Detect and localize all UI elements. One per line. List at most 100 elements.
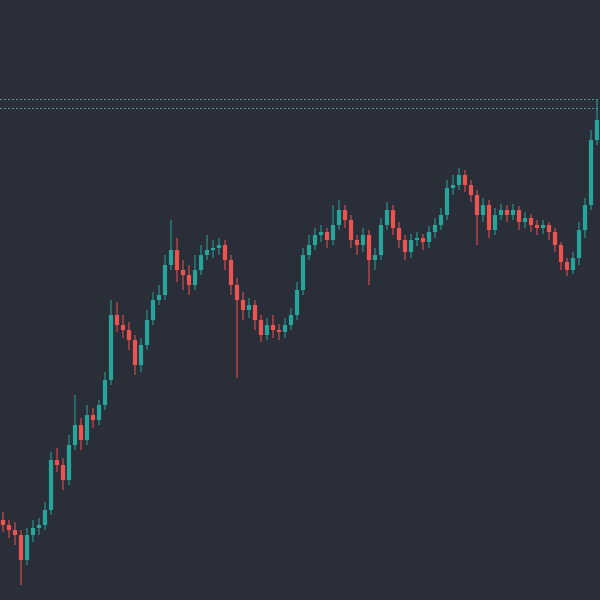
candle-body <box>282 325 288 332</box>
candle-body <box>408 240 414 252</box>
candle-body <box>336 210 342 225</box>
candle-body <box>54 460 60 465</box>
candle-body <box>528 218 534 225</box>
candle-body <box>12 530 18 535</box>
candle-body <box>234 285 240 300</box>
candle-body <box>480 205 486 215</box>
candle-body <box>384 210 390 225</box>
candle-body <box>132 340 138 365</box>
candle-body <box>444 188 450 215</box>
candle-body <box>168 250 174 265</box>
candle-body <box>516 210 522 222</box>
candle-body <box>420 238 426 242</box>
candle-body <box>264 325 270 335</box>
candle-body <box>438 215 444 225</box>
candle-body <box>342 210 348 220</box>
candle-body <box>252 305 258 320</box>
candle-body <box>348 220 354 240</box>
candle-body <box>546 225 552 232</box>
candle-body <box>84 415 90 440</box>
candle-body <box>474 195 480 215</box>
candle-body <box>174 250 180 270</box>
candle-body <box>534 225 540 228</box>
candle-body <box>288 315 294 325</box>
candle-body <box>228 260 234 285</box>
candle-body <box>240 300 246 310</box>
candle-body <box>426 232 432 242</box>
candle-body <box>396 228 402 240</box>
candle-body <box>390 210 396 228</box>
candle-body <box>312 235 318 245</box>
candle-body <box>462 175 468 185</box>
candle-body <box>324 232 330 240</box>
candle-body <box>216 245 222 248</box>
candle-body <box>180 270 186 275</box>
candle-body <box>150 300 156 320</box>
candle-body <box>126 330 132 340</box>
candle-body <box>294 290 300 315</box>
candle-body <box>186 275 192 285</box>
candle-body <box>306 245 312 255</box>
candle-body <box>42 510 48 525</box>
candle-body <box>588 140 594 205</box>
candle-body <box>330 225 336 240</box>
candle-body <box>498 210 504 215</box>
candle-body <box>468 185 474 195</box>
candle-body <box>360 235 366 245</box>
candle-body <box>372 255 378 260</box>
candle-body <box>108 315 114 380</box>
candle-body <box>120 325 126 330</box>
candle-body <box>90 415 96 420</box>
candle-body <box>162 265 168 295</box>
candle-body <box>0 520 6 525</box>
candle-body <box>576 230 582 258</box>
candle-body <box>18 535 24 560</box>
candle-body <box>246 305 252 310</box>
candle-body <box>558 245 564 262</box>
candle-body <box>510 210 516 215</box>
candle-body <box>432 225 438 232</box>
candle-body <box>318 232 324 235</box>
candle-body <box>138 345 144 365</box>
candle-body <box>30 528 36 535</box>
candle-body <box>270 325 276 330</box>
candle-body <box>6 525 12 530</box>
candle-body <box>72 425 78 445</box>
candle-body <box>366 235 372 260</box>
candle-body <box>102 380 108 405</box>
candle-body <box>204 250 210 255</box>
candle-body <box>36 525 42 528</box>
candle-body <box>378 225 384 255</box>
candle-body <box>96 405 102 420</box>
candle-body <box>78 425 84 440</box>
candle-body <box>504 210 510 215</box>
candle-body <box>300 255 306 290</box>
candle-body <box>492 215 498 230</box>
candle-body <box>522 218 528 222</box>
candle-body <box>258 320 264 335</box>
candle-body <box>456 175 462 185</box>
candle-body <box>60 465 66 480</box>
candle-body <box>210 248 216 250</box>
candle-body <box>114 315 120 325</box>
candle-body <box>582 205 588 230</box>
candle-body <box>198 255 204 270</box>
candle-body <box>354 240 360 245</box>
candle-body <box>594 120 600 140</box>
candle-body <box>564 262 570 270</box>
candle-body <box>450 185 456 188</box>
candle-body <box>222 245 228 260</box>
candle-body <box>570 258 576 270</box>
candle-body <box>48 460 54 510</box>
candle-body <box>402 240 408 252</box>
candle-body <box>192 270 198 285</box>
candle-body <box>540 225 546 228</box>
candle-body <box>66 445 72 480</box>
candle-body <box>24 535 30 560</box>
candle-body <box>414 238 420 240</box>
candle-body <box>486 205 492 230</box>
candle-body <box>156 295 162 300</box>
